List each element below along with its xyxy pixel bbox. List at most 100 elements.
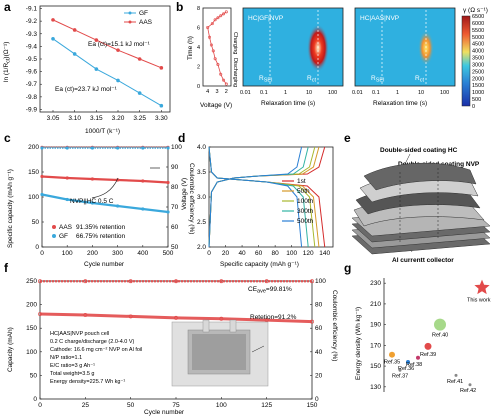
colorbar-tick-label: 2500	[472, 69, 484, 75]
colorbar-tick-label: 5000	[472, 35, 484, 41]
data-point-gf	[159, 103, 164, 108]
x-tick-label: 3.25	[133, 115, 146, 122]
y-tick-label: 90	[171, 164, 179, 171]
data-point-capacity	[174, 315, 178, 320]
y-tick-label: 250	[26, 278, 37, 285]
data-point-gf-ce	[141, 146, 145, 150]
series-line-aas	[52, 19, 162, 69]
colorbar-tick-label: 3000	[472, 62, 484, 68]
arrow-to-capacity	[91, 177, 119, 199]
y-tick-label: 100	[26, 349, 37, 356]
y-tick-label: 2.5	[197, 219, 206, 226]
panel-letter-b: b	[176, 0, 183, 14]
data-point-aas	[137, 57, 142, 61]
y-tick-label: 4.0	[197, 144, 206, 151]
y-tick-label: 3.5	[197, 169, 206, 176]
point-label: Ref.42	[460, 388, 476, 394]
series-aas-capacity	[41, 175, 169, 184]
x-tick-label: 400	[137, 250, 148, 257]
panel-a-marks	[51, 18, 164, 108]
colorbar-tick-label: 3500	[472, 56, 484, 62]
data-point-ce	[128, 279, 133, 284]
y-tick-label: -9.9	[26, 106, 38, 113]
data-point-capacity	[83, 313, 88, 317]
pouch-cell-photo	[171, 319, 269, 387]
x-tick-label: 75	[172, 402, 180, 409]
charge-curve-100th	[208, 146, 316, 248]
y-tick-label: 200	[28, 144, 39, 151]
panel-letter-d: d	[178, 131, 185, 145]
x-tick-label: 125	[261, 402, 272, 409]
data-point-aas	[116, 48, 120, 52]
panel-d-x-ticks: 0 20 40 60 80 100 120 140	[207, 245, 331, 257]
data-point-aas-capacity	[90, 177, 94, 181]
panel-b-left-y-ticks: 0 2 4 6 8	[197, 6, 200, 90]
annotation-gf-ea: Ea (ct)=23.7 kJ mol⁻¹	[55, 86, 118, 93]
y-tick-label: 4	[197, 45, 200, 51]
ce-average: CEave=99.81%	[248, 286, 292, 295]
point-label: This work	[467, 298, 491, 304]
panel-d-ylabel: Voltage (V)	[181, 178, 188, 210]
y-tick-label: 150	[28, 169, 39, 176]
point-label: Ref.38	[406, 362, 422, 368]
panel-c: 0 50 100 150 200 50 60 70 80 90 100 0 100 200 300 400…	[7, 144, 195, 268]
y-tick-label: 0	[315, 396, 319, 403]
data-point-gf	[116, 78, 120, 83]
panel-f-ylabel: Capacity (mAh)	[7, 327, 14, 372]
point-ref36	[406, 359, 410, 364]
panel-c-ylabel: Specific capacity (mAh g⁻¹)	[7, 169, 14, 248]
series-line-gf	[52, 38, 162, 107]
data-point-gf-capacity	[141, 207, 145, 211]
y-tick-label: 60	[315, 325, 323, 332]
panel-f: 0 50 100 150 200 250 0 20 40 60 80 100 0 25 50 75 100 1…	[7, 278, 338, 416]
map2-title: HC|AAS|NVP	[360, 15, 399, 22]
legend-aas-text: 91.35% retention	[76, 224, 126, 231]
y-tick-label: -9.3	[26, 31, 38, 38]
y-tick-label: 6	[197, 26, 200, 32]
y-tick-label: 200	[26, 302, 37, 309]
legend-aas-dot	[52, 225, 56, 229]
charge-discharge-point	[209, 43, 213, 47]
x-tick-label: 100	[286, 250, 297, 257]
data-point-gf-ce	[65, 146, 69, 150]
x-tick-label: 140	[319, 250, 330, 257]
data-point-capacity	[219, 316, 224, 321]
legend-aas-marker	[128, 20, 132, 24]
data-point-ce	[174, 279, 178, 284]
charge-discharge-line	[207, 11, 227, 85]
legend-label-300th: 300th	[297, 208, 314, 215]
drt-map-aas	[355, 8, 455, 86]
y-tick-label: 100	[28, 194, 39, 201]
point-ref38	[416, 355, 420, 360]
x-tick-label: 3	[215, 89, 218, 95]
charge-discharge-point	[206, 25, 210, 29]
panel-a-x-ticks: 3.05 3.10 3.15 3.20 3.25 3.30	[47, 110, 168, 122]
charge-discharge-point	[224, 82, 228, 86]
x-tick-label: 40	[238, 250, 246, 257]
colorbar-title: γ (Ω s⁻¹)	[463, 7, 488, 14]
y-tick-label: 50	[30, 372, 38, 379]
map1-xlabel: Relaxation time (s)	[261, 100, 315, 107]
panel-letter-a: a	[4, 0, 11, 14]
legend-gf-text: 66.75% retention	[76, 233, 126, 240]
data-point-gf-ce	[116, 146, 120, 150]
panel-b-ylabel: Time (h)	[187, 36, 194, 60]
discharge-curve-50th	[208, 146, 320, 248]
data-point-aas-capacity	[40, 174, 44, 179]
charge-curve-500th	[208, 146, 303, 248]
data-point-ce	[219, 279, 224, 284]
label-discharging: Discharging	[232, 58, 238, 87]
legend-aas-name: AAS	[59, 224, 73, 231]
data-point-capacity	[310, 319, 314, 324]
y-tick-label: 2.0	[197, 244, 206, 251]
x-tick-label: 0	[207, 250, 211, 257]
data-point-aas	[51, 18, 55, 22]
charge-discharge-point	[211, 49, 215, 53]
legend-gf-marker	[128, 11, 132, 15]
y-tick-label: 0	[197, 84, 200, 90]
colorbar-tick-label: 1500	[472, 83, 484, 89]
legend-aas-label: AAS	[139, 19, 153, 26]
panel-c-annotation: NVP||HC 0.5 C	[70, 198, 114, 205]
svg-text:0.1: 0.1	[372, 90, 380, 96]
